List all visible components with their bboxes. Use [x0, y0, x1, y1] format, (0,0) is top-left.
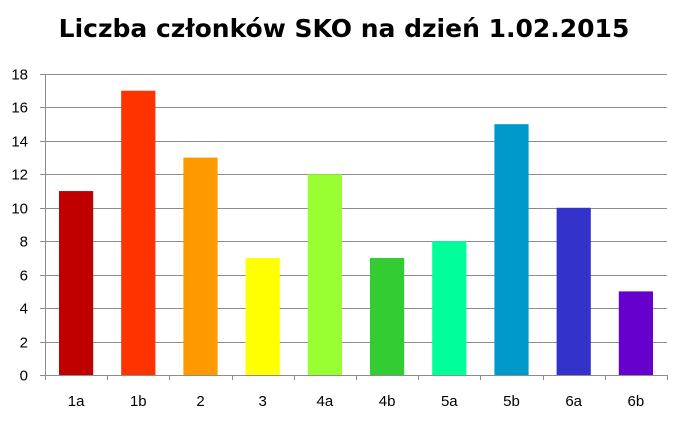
- x-tick-label: 5b: [503, 393, 520, 410]
- bar-2: [183, 157, 218, 375]
- bar-3: [245, 257, 280, 375]
- x-tick-label: 2: [196, 393, 204, 410]
- bar-5b: [494, 124, 529, 376]
- x-tick-label: 4b: [379, 393, 396, 410]
- x-tick-label: 5a: [441, 393, 458, 410]
- bar-4b: [369, 257, 405, 375]
- y-tick-label: 6: [20, 268, 28, 285]
- x-tick-label: 1b: [130, 393, 147, 410]
- bar-6b: [618, 291, 654, 375]
- y-tick-label: 2: [20, 335, 28, 352]
- chart-title: Liczba członków SKO na dzień 1.02.2015: [58, 14, 630, 43]
- y-tick-label: 8: [20, 234, 28, 251]
- y-tick-label: 4: [20, 301, 28, 318]
- x-tick-label: 6b: [628, 393, 645, 410]
- bar-4a: [307, 174, 343, 375]
- bar-6a: [556, 207, 591, 375]
- y-tick-label: 0: [20, 368, 28, 385]
- x-tick-label: 4a: [317, 393, 334, 410]
- x-tick-label: 1a: [68, 393, 85, 410]
- x-tick-label: 3: [259, 393, 267, 410]
- bar-5a: [432, 241, 467, 375]
- bar-1a: [58, 191, 94, 375]
- y-tick-label: 10: [11, 201, 28, 218]
- x-tick-label: 6a: [565, 393, 582, 410]
- y-tick-label: 12: [11, 167, 28, 184]
- y-tick-label: 14: [11, 134, 28, 151]
- bar-1b: [121, 90, 156, 375]
- y-tick-label: 18: [11, 67, 28, 84]
- y-tick-label: 16: [11, 100, 28, 117]
